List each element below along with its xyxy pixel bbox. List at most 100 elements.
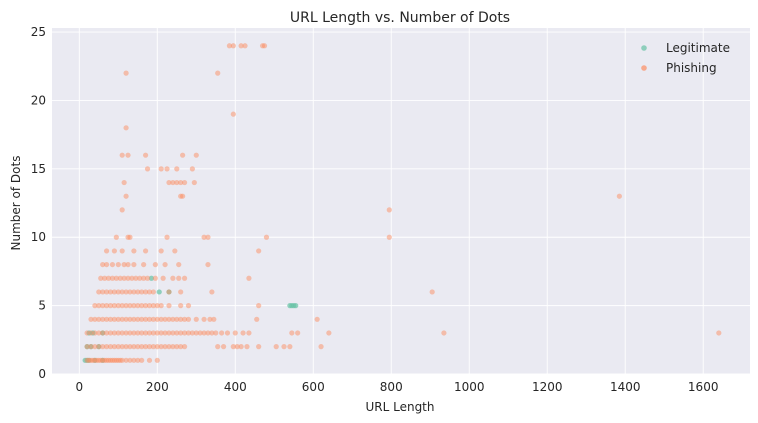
data-point: [123, 193, 129, 199]
data-point: [181, 330, 188, 336]
data-points: [82, 43, 722, 363]
data-point: [193, 330, 199, 336]
data-point: [174, 316, 180, 322]
data-point: [105, 275, 112, 281]
x-tick-label: 400: [224, 380, 247, 394]
data-point: [154, 303, 160, 309]
data-point: [123, 344, 129, 350]
data-point: [142, 330, 149, 336]
data-point: [125, 152, 131, 158]
data-point: [135, 289, 141, 295]
data-point: [244, 344, 250, 350]
data-point: [111, 248, 117, 254]
legend-label: Phishing: [666, 61, 717, 75]
data-point: [123, 330, 129, 336]
data-point: [146, 316, 153, 322]
data-point: [109, 275, 116, 281]
data-point: [144, 275, 151, 281]
data-point: [181, 316, 188, 322]
data-point: [158, 330, 164, 336]
data-point: [111, 289, 117, 295]
data-point: [131, 330, 137, 336]
data-point: [100, 316, 106, 322]
data-point: [107, 344, 114, 350]
data-point: [287, 344, 293, 350]
data-point: [123, 289, 129, 295]
data-point: [254, 316, 260, 322]
legend-marker: [641, 45, 647, 51]
data-point: [142, 344, 149, 350]
data-point: [88, 316, 94, 322]
data-point: [205, 234, 211, 240]
data-point: [213, 330, 219, 336]
data-point: [162, 316, 168, 322]
data-point: [289, 330, 295, 336]
y-tick-label: 15: [31, 162, 46, 176]
data-point: [100, 261, 106, 268]
data-point: [226, 43, 233, 49]
data-point: [119, 316, 125, 322]
plot-area: [52, 28, 750, 374]
data-point: [181, 179, 188, 186]
data-point: [166, 303, 172, 309]
data-point: [119, 344, 125, 350]
data-point: [180, 193, 186, 199]
data-point: [111, 316, 117, 322]
data-point: [141, 275, 147, 281]
data-point: [115, 344, 121, 350]
data-point: [127, 330, 133, 336]
data-point: [429, 289, 435, 295]
data-point: [123, 303, 129, 309]
data-point: [103, 330, 110, 336]
data-point: [100, 330, 106, 336]
y-tick-label: 0: [38, 367, 46, 381]
data-point: [162, 261, 168, 268]
data-point: [205, 261, 211, 268]
data-point: [125, 261, 131, 268]
data-point: [162, 344, 168, 350]
data-point: [176, 275, 182, 281]
data-point: [215, 344, 221, 350]
data-point: [174, 179, 180, 186]
data-point: [209, 330, 215, 336]
data-point: [133, 275, 139, 281]
data-point: [119, 289, 125, 295]
data-point: [170, 316, 176, 322]
data-point: [139, 289, 145, 295]
data-point: [113, 234, 119, 240]
data-point: [441, 330, 447, 336]
data-point: [246, 330, 252, 336]
data-point: [88, 330, 94, 336]
data-point: [146, 344, 153, 350]
data-point: [318, 344, 324, 350]
data-point: [158, 303, 164, 309]
y-tick-label: 5: [38, 299, 46, 313]
data-point: [139, 344, 145, 350]
data-point: [166, 179, 172, 186]
data-point: [281, 344, 287, 350]
data-point: [181, 344, 188, 350]
data-point: [92, 344, 98, 350]
data-point: [256, 248, 262, 254]
data-point: [238, 43, 244, 49]
x-tick-label: 1200: [532, 380, 563, 394]
data-point: [119, 330, 125, 336]
data-point: [141, 261, 147, 268]
data-point: [119, 248, 125, 254]
data-point: [176, 261, 182, 268]
data-point: [146, 330, 153, 336]
data-point: [616, 193, 622, 199]
data-point: [178, 303, 184, 309]
data-point: [100, 289, 106, 295]
data-point: [96, 303, 102, 309]
data-point: [123, 125, 129, 131]
data-point: [238, 344, 244, 350]
data-point: [152, 275, 158, 281]
data-point: [125, 275, 131, 281]
data-point: [205, 330, 211, 336]
data-point: [181, 275, 188, 281]
legend: Legitimate Phishing: [641, 41, 730, 75]
data-point: [215, 70, 221, 76]
data-point: [162, 330, 168, 336]
data-point: [158, 166, 164, 172]
